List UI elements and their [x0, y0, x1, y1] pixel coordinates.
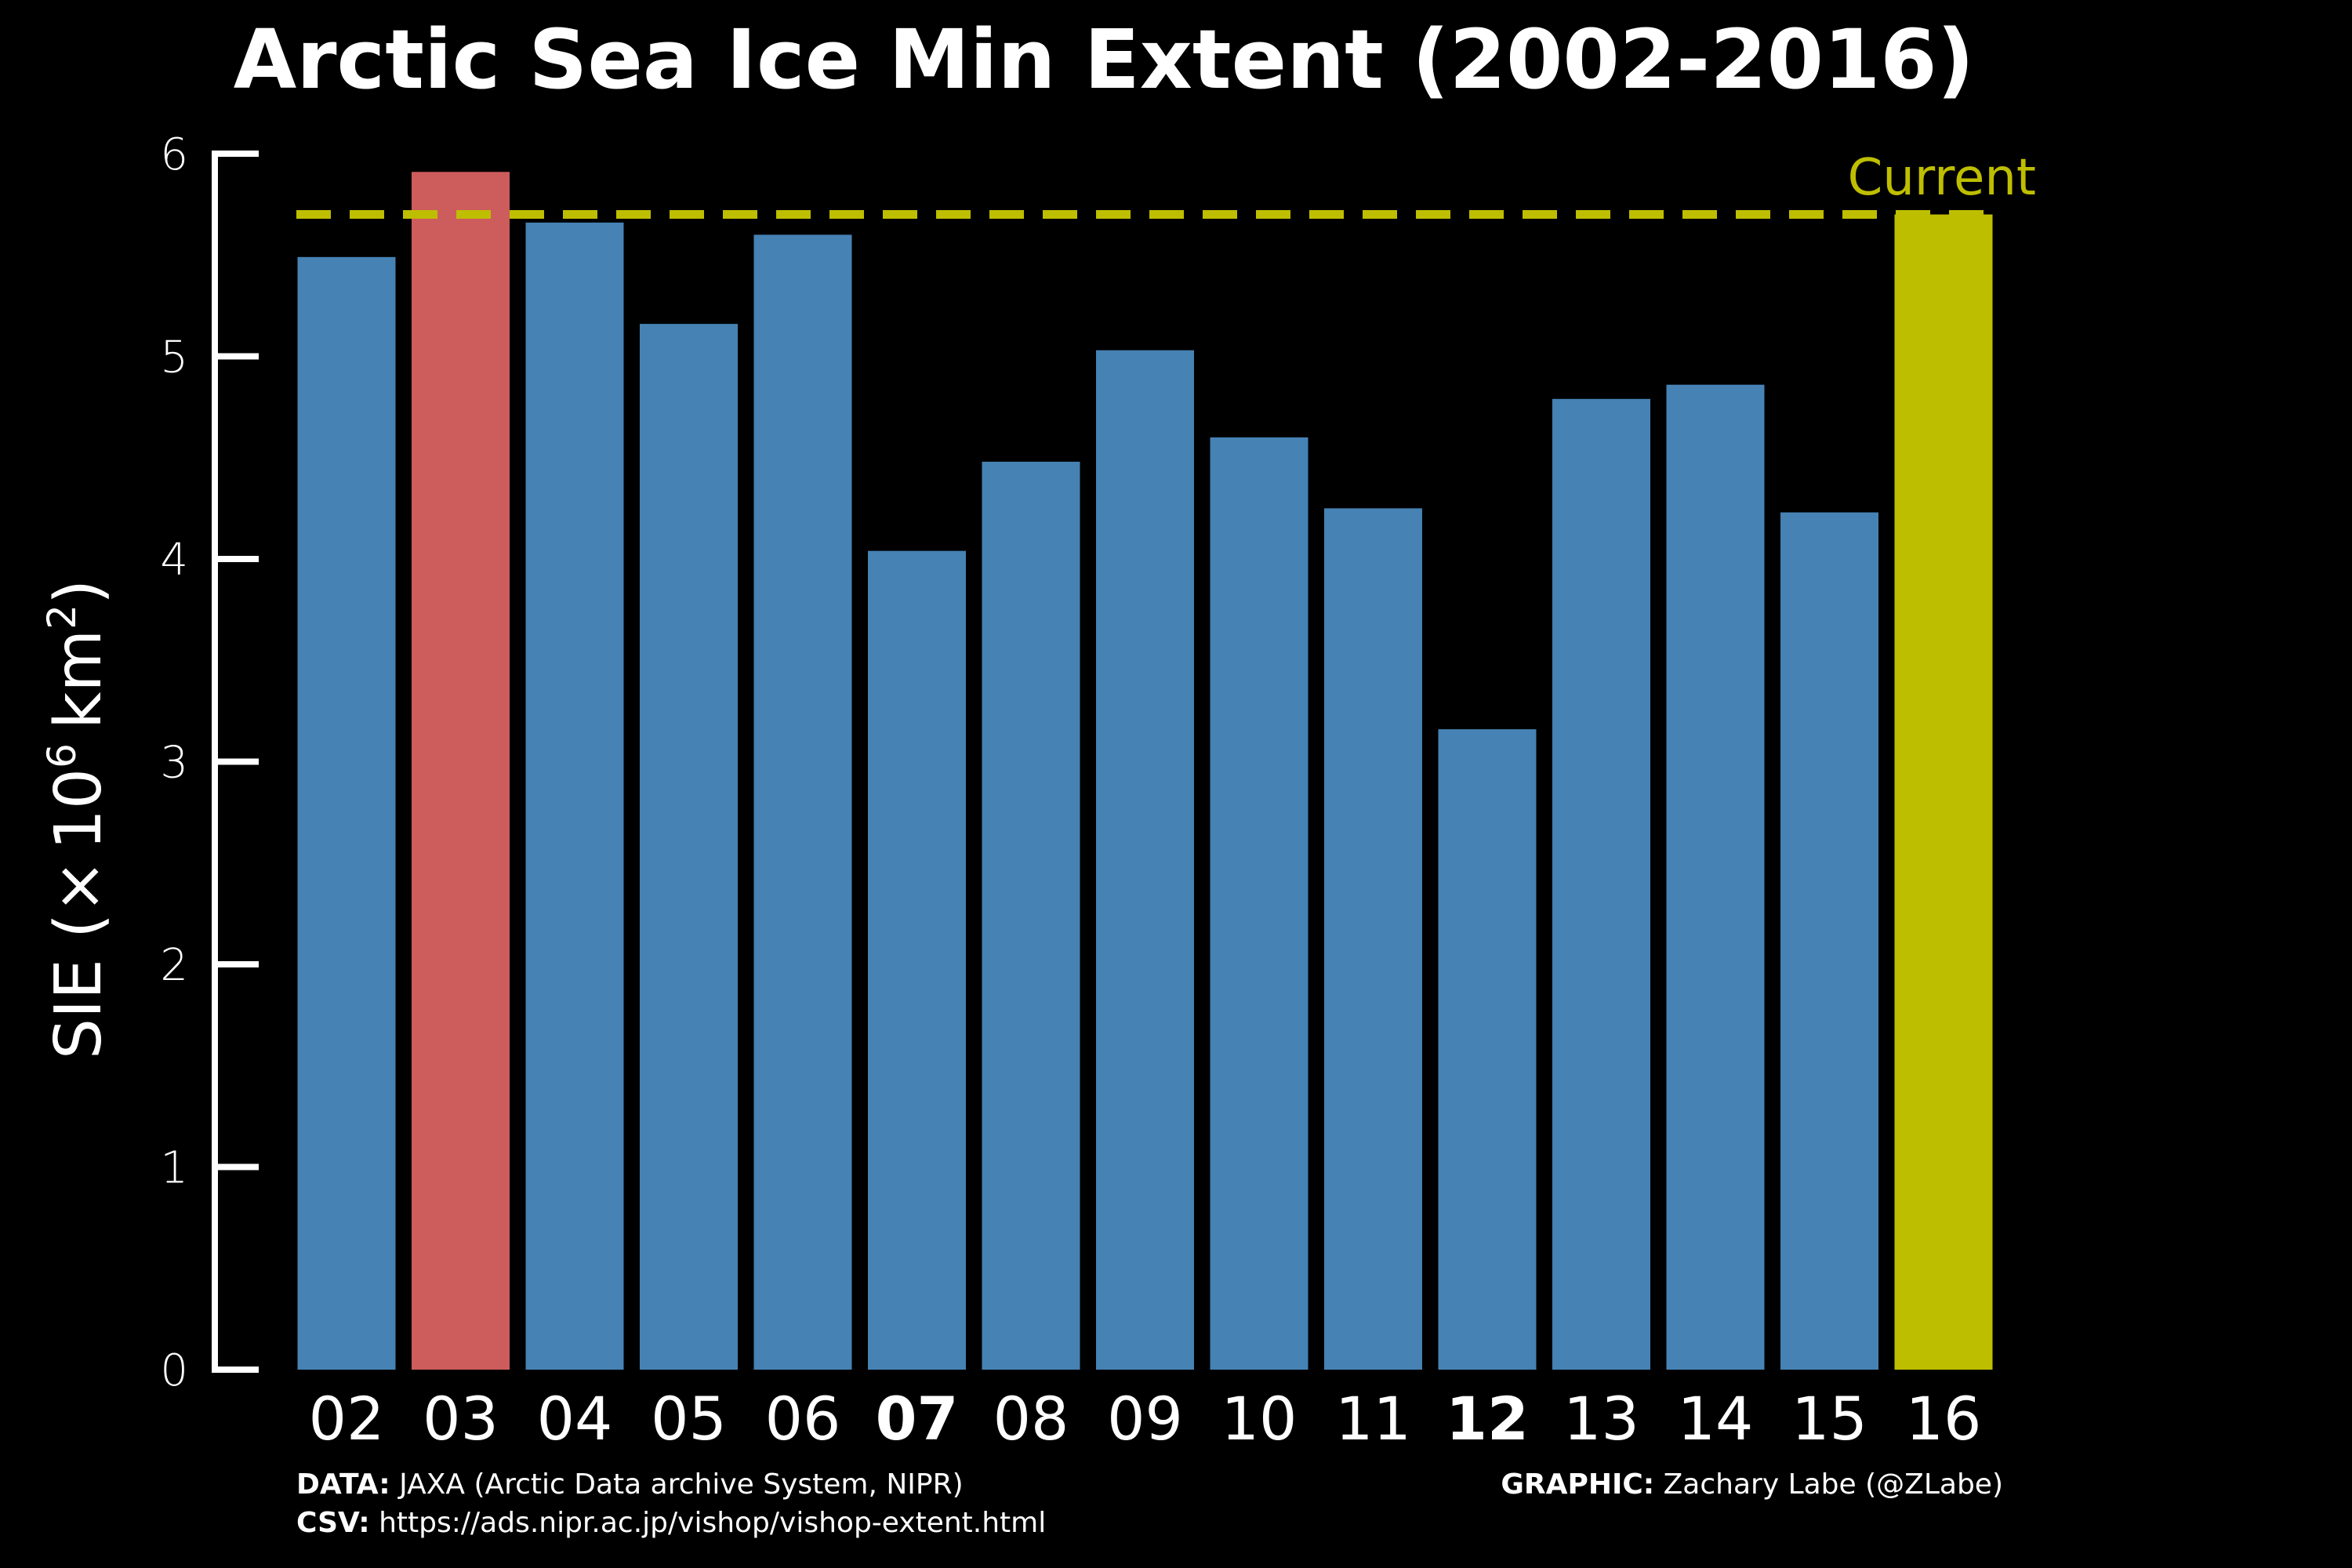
reference-line-label: Current: [1848, 149, 2036, 207]
x-axis-tick-label-05: 05: [651, 1384, 727, 1454]
x-axis-tick-label-08: 08: [993, 1384, 1069, 1454]
bar-15: [1780, 512, 1878, 1370]
x-axis-tick-label-06: 06: [765, 1384, 841, 1454]
bar-13: [1552, 398, 1650, 1370]
y-axis-label-exponent: 6: [39, 743, 85, 768]
y-axis-label-base: 10: [42, 768, 116, 850]
bar-06: [753, 234, 852, 1370]
x-axis-tick-label-12: 12: [1446, 1384, 1529, 1454]
bar-08: [982, 461, 1080, 1370]
bar-02: [297, 256, 396, 1370]
y-axis-label-close: ): [42, 579, 116, 604]
bars: [297, 172, 1993, 1370]
bar-14: [1666, 384, 1765, 1370]
y-axis-tick-label: 1: [160, 1143, 188, 1194]
credit-csv: CSV: https://ads.nipr.ac.jp/vishop/visho…: [296, 1507, 1046, 1539]
credit-graphic-value: Zachary Labe (@ZLabe): [1664, 1468, 2003, 1501]
credit-graphic: GRAPHIC: Zachary Labe (@ZLabe): [1501, 1468, 2003, 1501]
x-axis-tick-label-09: 09: [1107, 1384, 1183, 1454]
current-reference-line: Current: [296, 149, 2036, 220]
chart-title: Arctic Sea Ice Min Extent (2002-2016): [234, 12, 1974, 107]
y-axis-tick-label: 4: [160, 535, 188, 586]
x-axis-tick-labels: 02 03 04 05 06 07 08 09 10 11 12 13 14 15 16: [309, 1384, 1982, 1454]
credit-data: DATA: JAXA (Arctic Data archive System, …: [296, 1468, 964, 1501]
bar-12: [1438, 729, 1537, 1370]
credit-data-key: DATA:: [296, 1468, 390, 1501]
x-axis-tick-label-07: 07: [876, 1384, 959, 1454]
bar-04: [525, 222, 624, 1370]
y-axis-label-prefix: SIE (: [42, 913, 116, 1059]
x-axis-tick-label-13: 13: [1563, 1384, 1639, 1454]
y-axis-tick-label: 0: [160, 1345, 188, 1396]
y-axis: 0 1 2 3 4 5 6: [160, 129, 259, 1396]
x-axis-tick-label-11: 11: [1335, 1384, 1411, 1454]
y-axis-label: SIE (× 106 km2): [39, 579, 116, 1059]
bar-10: [1210, 437, 1308, 1370]
y-axis-tick-label: 5: [160, 332, 188, 383]
y-axis-label-times: ×: [42, 859, 116, 913]
credit-csv-value: https://ads.nipr.ac.jp/vishop/vishop-ext…: [379, 1507, 1046, 1539]
y-axis-tick-label: 6: [160, 129, 188, 180]
bar-11: [1324, 508, 1422, 1370]
x-axis-tick-label-16: 16: [1906, 1384, 1982, 1454]
bar-16: [1894, 214, 1993, 1370]
y-axis-label-unit-exponent: 2: [39, 604, 85, 630]
x-axis-tick-label-03: 03: [423, 1384, 499, 1454]
y-axis-label-unit: km: [42, 630, 116, 729]
credit-data-value: JAXA (Arctic Data archive System, NIPR): [397, 1468, 964, 1501]
x-axis-tick-label-14: 14: [1678, 1384, 1754, 1454]
x-axis-tick-label-10: 10: [1221, 1384, 1298, 1454]
bar-05: [640, 324, 738, 1370]
bar-07: [868, 550, 966, 1370]
bar-03: [412, 172, 510, 1370]
x-axis-tick-label-02: 02: [309, 1384, 385, 1454]
credit-csv-key: CSV:: [296, 1507, 370, 1539]
credit-graphic-key: GRAPHIC:: [1501, 1468, 1654, 1501]
x-axis-tick-label-04: 04: [537, 1384, 613, 1454]
bar-09: [1096, 350, 1194, 1370]
y-axis-tick-label: 2: [160, 940, 188, 991]
x-axis-tick-label-15: 15: [1791, 1384, 1867, 1454]
y-axis-tick-label: 3: [160, 738, 188, 789]
